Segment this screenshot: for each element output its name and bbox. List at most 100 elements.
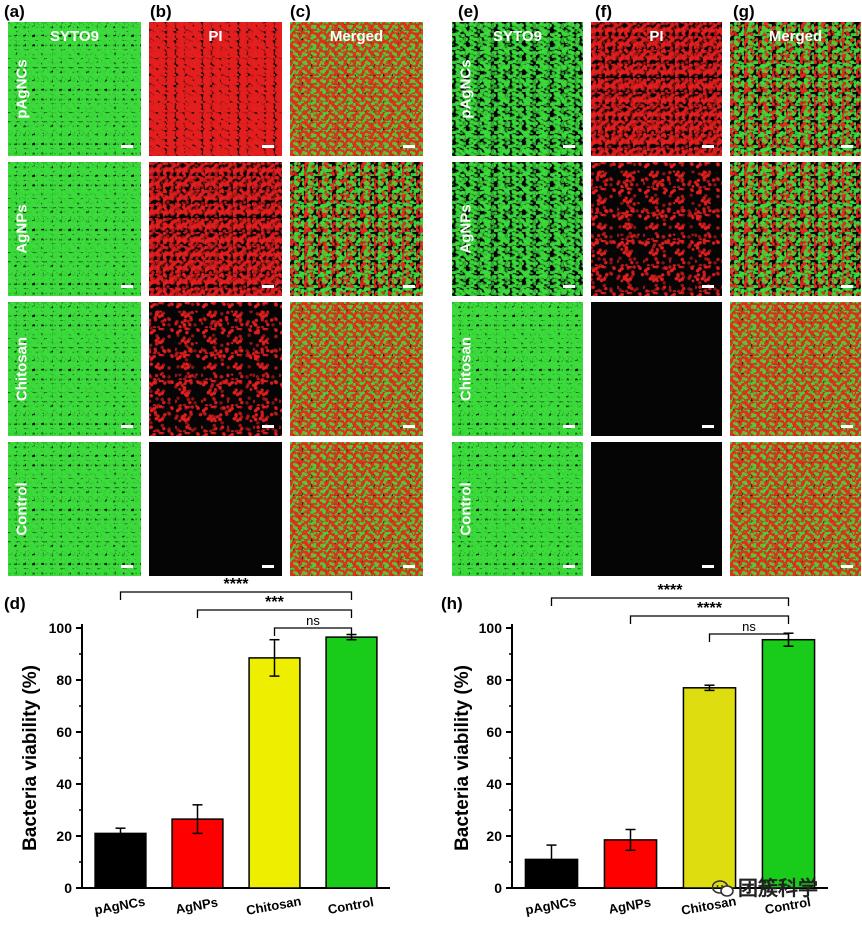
y-axis-label: Bacteria viability (%) — [20, 665, 41, 851]
micrograph-chitosan-syto9 — [452, 302, 583, 436]
micrograph-agnps-merged — [730, 162, 861, 296]
significance-bracket — [196, 609, 353, 618]
panel-label-a: (a) — [4, 2, 25, 21]
significance-label: ns — [306, 613, 320, 628]
y-tick-label: 0 — [494, 880, 502, 896]
scale-bar — [702, 425, 714, 428]
row-label-pagncs: pAgNCs — [13, 59, 31, 119]
panel-label-g: (g) — [733, 2, 755, 21]
micrograph-chitosan-pi — [591, 302, 722, 436]
scale-bar — [262, 145, 274, 148]
scale-bar — [841, 425, 853, 428]
watermark-text: 团簇科学 — [738, 878, 818, 900]
scale-bar — [841, 565, 853, 568]
column-header-syto9: SYTO9 — [50, 28, 99, 45]
micrograph-pagncs-pi — [149, 22, 282, 156]
micrograph-agnps-pi — [591, 162, 722, 296]
scale-bar — [121, 565, 133, 568]
panel-label-h: (h) — [441, 594, 463, 613]
significance-label: ns — [742, 619, 756, 634]
micrograph-pagncs-merged — [290, 22, 423, 156]
scale-bar — [563, 565, 575, 568]
y-axis-label: Bacteria viability (%) — [452, 665, 473, 851]
column-header-syto9: SYTO9 — [493, 28, 542, 45]
micrograph-pagncs-pi — [591, 22, 722, 156]
scale-bar — [403, 145, 415, 148]
x-tick-label: Control — [327, 894, 375, 917]
panel-label-b: (b) — [150, 2, 172, 21]
micrograph-agnps-syto9 — [8, 162, 141, 296]
row-label-control: Control — [13, 482, 31, 536]
significance-bracket — [629, 615, 790, 624]
bar-chart-d: 0 20 40 60 80 100 Bacteria viability (%) pAgNCs… — [20, 576, 390, 918]
micrograph-chitosan-pi — [149, 302, 282, 436]
panel-label-f: (f) — [595, 2, 612, 21]
y-tick-label: 80 — [56, 672, 72, 688]
wechat-icon — [711, 880, 734, 898]
x-tick-label: Chitosan — [245, 893, 302, 917]
scale-bar — [841, 285, 853, 288]
micrograph-control-pi — [591, 442, 722, 576]
bar-control — [761, 638, 816, 889]
bar-chitosan — [248, 657, 301, 889]
bar-pagncs — [94, 832, 147, 889]
micrograph-agnps-pi — [149, 162, 282, 296]
panel-label-e: (e) — [458, 2, 479, 21]
significance-bracket — [119, 591, 353, 600]
y-tick-label: 20 — [56, 828, 72, 844]
y-tick-label: 100 — [479, 620, 503, 636]
row-label-pagncs: pAgNCs — [457, 59, 475, 119]
significance-bracket — [273, 627, 353, 636]
y-tick-label: 0 — [64, 880, 72, 896]
bar-chart-h: 0 20 40 60 80 100 Bacteria viability (%) pAgNCs… — [452, 582, 828, 918]
panel-label-d: (d) — [4, 594, 26, 613]
scale-bar — [563, 425, 575, 428]
y-tick-label: 60 — [56, 724, 72, 740]
watermark: 团簇科学 — [711, 872, 818, 901]
scale-bar — [563, 145, 575, 148]
significance-label: **** — [697, 600, 723, 617]
scale-bar — [121, 145, 133, 148]
scale-bar — [702, 285, 714, 288]
row-label-agnps: AgNPs — [13, 204, 31, 254]
significance-bracket — [550, 597, 790, 606]
micrograph-control-merged — [290, 442, 423, 576]
significance-label: *** — [265, 594, 284, 611]
significance-label: **** — [658, 582, 684, 599]
significance-bracket — [708, 633, 790, 642]
column-header-merged: Merged — [329, 28, 384, 45]
micrograph-pagncs-syto9 — [8, 22, 141, 156]
x-tick-label: AgNPs — [607, 894, 652, 916]
micrograph-agnps-merged — [290, 162, 423, 296]
y-tick-label: 20 — [486, 828, 502, 844]
scale-bar — [841, 145, 853, 148]
column-header-merged: Merged — [768, 28, 823, 45]
scale-bar — [403, 285, 415, 288]
scale-bar — [262, 425, 274, 428]
micrograph-control-syto9 — [452, 442, 583, 576]
micrograph-control-syto9 — [8, 442, 141, 576]
bar-control — [325, 636, 378, 889]
y-tick-label: 80 — [486, 672, 502, 688]
scale-bar — [403, 425, 415, 428]
scale-bar — [702, 565, 714, 568]
micrograph-chitosan-merged — [290, 302, 423, 436]
x-tick-label: AgNPs — [174, 894, 219, 916]
micrograph-chitosan-syto9 — [8, 302, 141, 436]
scale-bar — [563, 285, 575, 288]
micrograph-pagncs-syto9 — [452, 22, 583, 156]
bar-chitosan — [682, 687, 737, 889]
micrograph-pagncs-merged — [730, 22, 861, 156]
scale-bar — [262, 565, 274, 568]
y-tick-label: 100 — [49, 620, 73, 636]
row-label-chitosan: Chitosan — [13, 336, 31, 402]
scale-bar — [121, 425, 133, 428]
micrograph-control-pi — [149, 442, 282, 576]
scale-bar — [702, 145, 714, 148]
y-tick-label: 40 — [486, 776, 502, 792]
significance-label: **** — [224, 576, 250, 593]
micrograph-chitosan-merged — [730, 302, 861, 436]
y-tick-label: 60 — [486, 724, 502, 740]
x-tick-label: pAgNCs — [524, 894, 577, 918]
micrograph-control-merged — [730, 442, 861, 576]
